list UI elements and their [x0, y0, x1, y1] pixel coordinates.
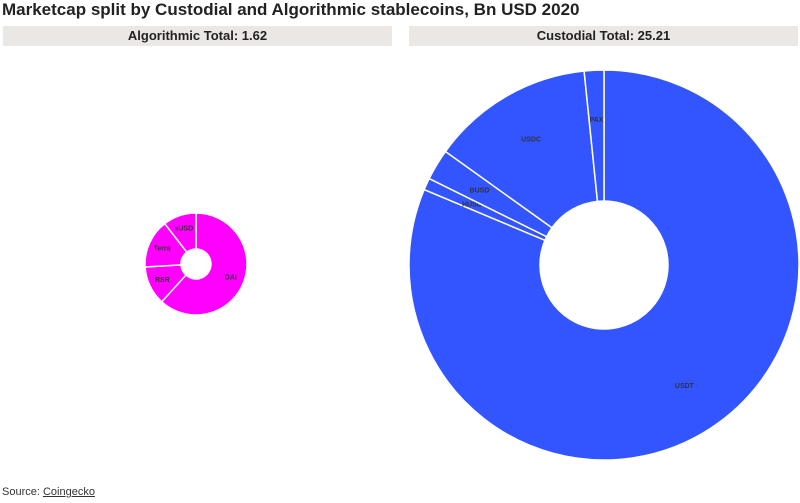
source-link[interactable]: Coingecko [42, 486, 95, 498]
custodial-panel-header: Custodial Total: 25.21 [409, 26, 798, 46]
chart-title: Marketcap split by Custodial and Algorit… [2, 0, 580, 19]
slice-label-usdt: USDT [675, 383, 695, 390]
slice-label-pax: PAX [590, 117, 604, 124]
slice-label-busd: BUSD [470, 187, 490, 194]
slice-label-rsr: RSR [155, 277, 170, 284]
source-note: Source: Coingecko [2, 486, 95, 498]
slice-dai[interactable] [160, 212, 248, 316]
slice-label-susd: sUSD [175, 226, 194, 233]
custodial-donut: USDT HUSD BUSD USDC PAX [408, 69, 800, 461]
slice-label-husd: HUSD [462, 202, 482, 209]
slice-pax[interactable] [583, 69, 605, 203]
slice-usdt[interactable] [408, 69, 800, 461]
slice-susd[interactable] [163, 212, 197, 254]
slice-label-dai: DAI [225, 274, 237, 281]
slice-label-usdc: USDC [521, 136, 541, 143]
slice-usdc[interactable] [444, 70, 599, 229]
source-label: Source: [2, 486, 43, 498]
algorithmic-panel-header: Algorithmic Total: 1.62 [3, 26, 392, 46]
algorithmic-donut: DAI RSR Terra sUSD [144, 212, 248, 316]
slice-label-terra: Terra [154, 246, 171, 253]
